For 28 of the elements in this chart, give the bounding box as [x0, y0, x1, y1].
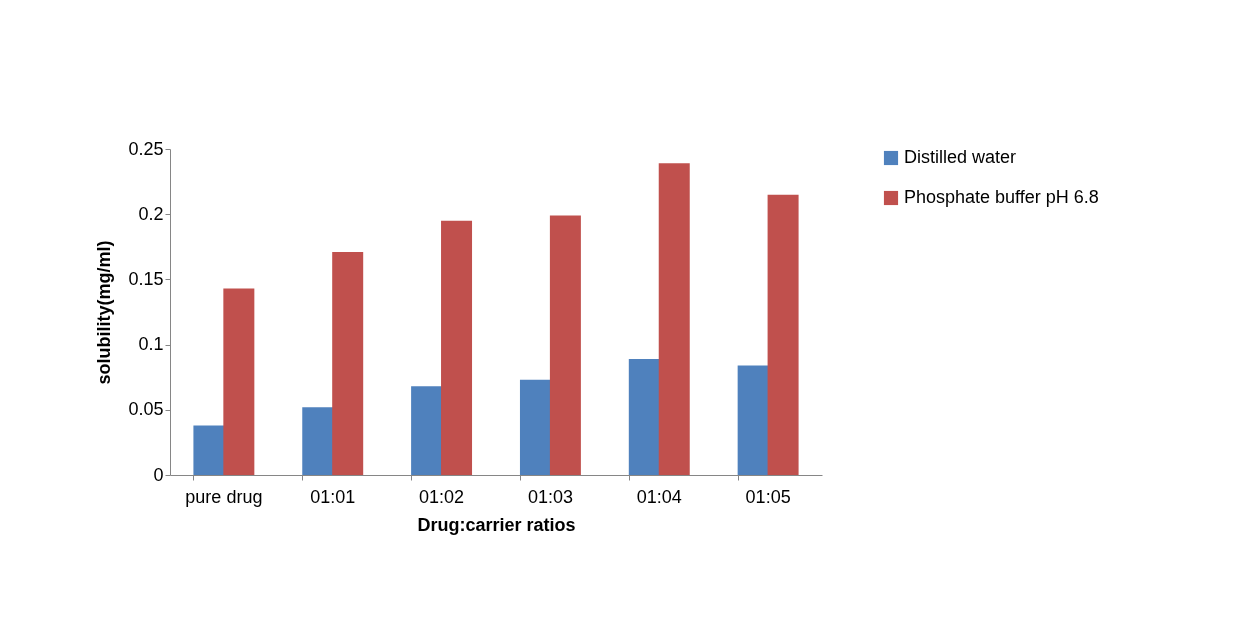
y-axis-title: solubility(mg/ml) — [94, 240, 115, 385]
bar — [628, 358, 660, 475]
y-tick-label: 0.05 — [128, 399, 164, 420]
bar — [549, 215, 581, 475]
y-tick-label: 0.25 — [128, 138, 164, 159]
legend-label: Distilled water — [904, 147, 1017, 167]
y-tick-label: 0 — [153, 464, 164, 485]
bar — [302, 407, 334, 475]
x-axis-title: Drug:carrier ratios — [417, 514, 576, 535]
x-tick-label: 01:04 — [636, 486, 682, 507]
bar — [441, 220, 473, 475]
x-tick-label: 01:02 — [419, 486, 465, 507]
bar — [193, 425, 225, 475]
bar — [658, 163, 690, 475]
y-tick-label: 0.1 — [138, 334, 164, 355]
legend-label: Phosphate buffer pH 6.8 — [904, 187, 1099, 207]
bar — [411, 386, 443, 475]
x-tick-label: 01:03 — [527, 486, 573, 507]
y-tick-label: 0.15 — [128, 268, 164, 289]
x-tick-label: 01:05 — [745, 486, 791, 507]
x-tick-label: 01:01 — [310, 486, 356, 507]
bar — [737, 365, 769, 475]
y-tick-label: 0.2 — [138, 203, 164, 224]
bar — [223, 288, 255, 475]
bar — [519, 379, 551, 475]
bar — [767, 194, 799, 475]
bar — [332, 252, 364, 475]
x-tick-label: pure drug — [185, 486, 263, 507]
